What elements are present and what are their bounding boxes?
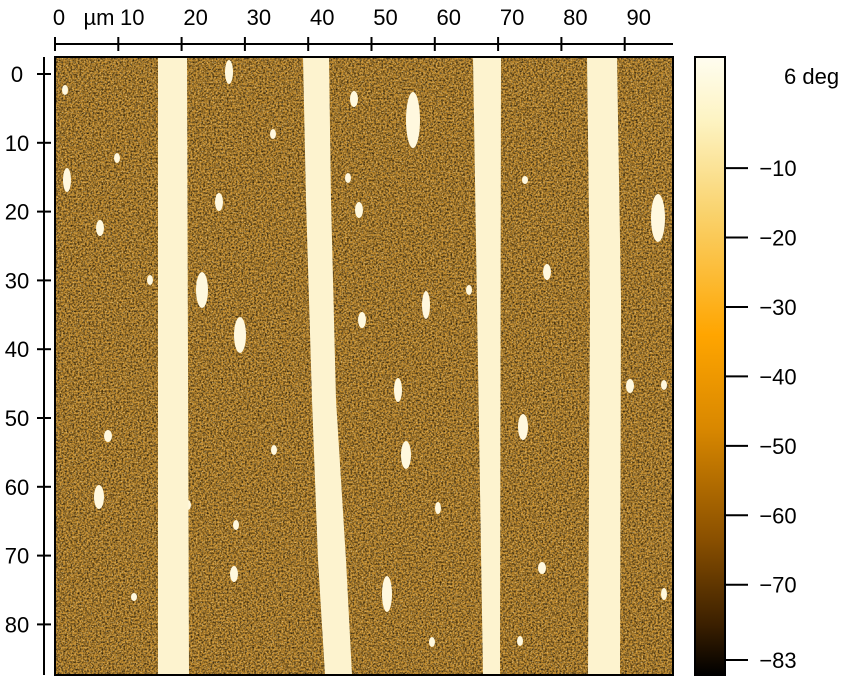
image-blobs xyxy=(62,60,667,647)
x-tick-label: 30 xyxy=(247,5,271,30)
y-tick-label: 10 xyxy=(5,131,29,156)
colorbar-tick-label: −10 xyxy=(759,156,796,181)
stripe xyxy=(473,57,501,675)
blob xyxy=(651,194,665,242)
blob xyxy=(466,285,472,295)
y-tick-label: 50 xyxy=(5,406,29,431)
blob xyxy=(435,502,441,514)
blob xyxy=(422,291,430,319)
blob xyxy=(96,220,104,236)
blob xyxy=(270,129,276,139)
colorbar-tick-label: −60 xyxy=(759,503,796,528)
blob xyxy=(345,173,351,183)
blob xyxy=(215,193,223,211)
x-tick-label: 10 xyxy=(120,5,144,30)
blob xyxy=(234,317,246,353)
y-tick-label: 80 xyxy=(5,612,29,637)
blob xyxy=(62,85,68,95)
blob xyxy=(517,636,523,646)
x-tick-label: 0 xyxy=(53,5,65,30)
blob xyxy=(429,637,435,647)
stripe xyxy=(158,57,189,675)
image-frame xyxy=(54,56,674,676)
colorbar-tick-label: −70 xyxy=(759,573,796,598)
blob xyxy=(225,60,233,84)
blob xyxy=(147,275,153,285)
stripe xyxy=(303,57,352,675)
blob xyxy=(114,153,120,163)
stripe xyxy=(587,57,621,675)
y-tick-label: 0 xyxy=(11,62,23,87)
blob xyxy=(104,430,112,442)
x-tick-label: 50 xyxy=(373,5,397,30)
x-axis: 0 µm 10 20 30 40 50 60 70 80 90 xyxy=(53,5,673,51)
x-axis-unit: µm xyxy=(83,5,114,30)
colorbar-gradient xyxy=(694,56,726,676)
y-tick-label: 20 xyxy=(5,200,29,225)
blob xyxy=(382,576,392,612)
x-tick-label: 80 xyxy=(563,5,587,30)
blob xyxy=(406,92,420,148)
image-grain-light xyxy=(55,57,673,675)
y-tick-label: 70 xyxy=(5,544,29,569)
blob xyxy=(233,520,239,530)
blob xyxy=(271,445,277,455)
blob xyxy=(518,414,528,440)
blob xyxy=(538,562,546,574)
x-tick-label: 40 xyxy=(310,5,334,30)
colorbar-tick-label: −40 xyxy=(759,364,796,389)
colorbar-tick-label: −50 xyxy=(759,434,796,459)
blob xyxy=(394,378,402,402)
x-tick-label: 20 xyxy=(183,5,207,30)
blob xyxy=(401,441,411,469)
colorbar-tick-label: −30 xyxy=(759,295,796,320)
blob xyxy=(94,485,104,509)
image-stripes xyxy=(158,57,621,675)
blob xyxy=(661,588,667,600)
colorbar-tick-label: −20 xyxy=(759,226,796,251)
blob xyxy=(230,566,238,582)
blob xyxy=(358,312,366,328)
y-axis: 0102030405060708090 xyxy=(5,57,51,675)
blob xyxy=(131,593,137,601)
blob xyxy=(522,176,528,184)
y-tick-label: 40 xyxy=(5,337,29,362)
blob xyxy=(63,168,71,192)
y-tick-label: 60 xyxy=(5,475,29,500)
blob xyxy=(661,380,667,390)
blob xyxy=(196,272,208,308)
afm-image xyxy=(55,57,673,675)
colorbar-tick-label: −83 xyxy=(759,648,796,673)
y-tick-label: 30 xyxy=(5,268,29,293)
blob xyxy=(355,202,363,218)
colorbar-max-label: 6 deg xyxy=(784,64,839,89)
blob xyxy=(626,379,634,393)
x-tick-label: 70 xyxy=(500,5,524,30)
x-tick-label: 90 xyxy=(626,5,650,30)
x-tick-label: 60 xyxy=(437,5,461,30)
colorbar: −10 −20 −30 −40 −50 −60 −70 −83 6 deg xyxy=(694,56,839,676)
blob xyxy=(350,91,358,107)
blob xyxy=(543,264,551,280)
